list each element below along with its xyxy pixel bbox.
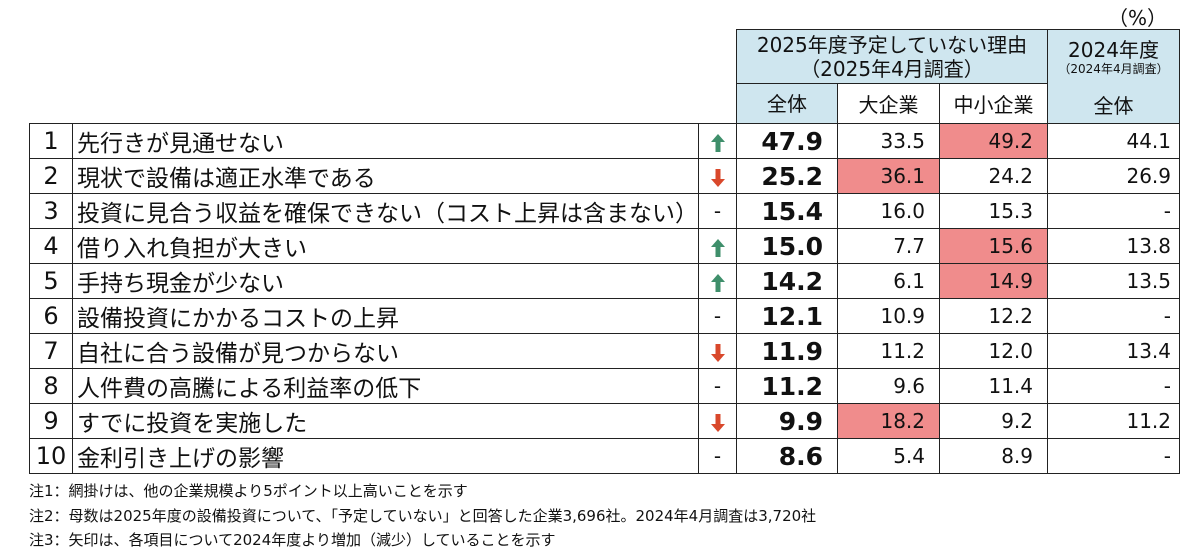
prev-total-value: - [1047, 438, 1180, 474]
total-header: 全体 [736, 83, 838, 124]
group-header-title: 2025年度予定していない理由 [756, 32, 1028, 57]
note-1: 注1：網掛けは、他の企業規模より5ポイント以上高いことを示す [29, 482, 468, 500]
note-2: 注2：母数は2025年度の設備投資について、「予定していない」と回答した企業3,… [29, 506, 817, 525]
total-value: 8.6 [736, 438, 838, 474]
table-row: 1 先行きが見通せない 47.9 33.5 49.2 44.1 [29, 123, 1180, 159]
arrow-down-icon [698, 403, 737, 439]
no-change-cell: - [698, 298, 737, 334]
total-value: 11.9 [736, 333, 838, 369]
prev-total-value: 26.9 [1047, 158, 1180, 194]
reason-cell: 借り入れ負担が大きい [72, 228, 699, 264]
prev-year-title: 2024年度 [1068, 38, 1159, 62]
sme-value: 49.2 [939, 123, 1048, 159]
total-value: 25.2 [736, 158, 838, 194]
arrow-up-icon [698, 263, 737, 299]
rank-cell: 1 [29, 123, 73, 159]
large-value: 7.7 [837, 228, 940, 264]
rank-cell: 7 [29, 333, 73, 369]
table-row: 9 すでに投資を実施した 9.9 18.2 9.2 11.2 [29, 403, 1180, 439]
large-value: 16.0 [837, 193, 940, 229]
prev-total-value: - [1047, 368, 1180, 404]
prev-total-value: 13.4 [1047, 333, 1180, 369]
total-value: 11.2 [736, 368, 838, 404]
note-3: 注3：矢印は、各項目について2024年度より増加（減少）していることを示す [29, 531, 556, 549]
reason-cell: 先行きが見通せない [72, 123, 699, 159]
arrow-down-icon [698, 333, 737, 369]
sme-value: 8.9 [939, 438, 1048, 474]
large-value: 18.2 [837, 403, 940, 439]
prev-year-subtitle: （2024年4月調査） [1058, 62, 1169, 76]
unit-label: （%） [1108, 6, 1168, 30]
prev-total-value: 13.8 [1047, 228, 1180, 264]
sme-value: 15.3 [939, 193, 1048, 229]
rank-cell: 2 [29, 158, 73, 194]
prev-total-value: 44.1 [1047, 123, 1180, 159]
arrow-up-icon [698, 228, 737, 264]
arrow-down-icon [698, 158, 737, 194]
prev-total-header: 全体 [1093, 94, 1134, 118]
sme-value: 12.0 [939, 333, 1048, 369]
reason-cell: 手持ち現金が少ない [72, 263, 699, 299]
total-value: 12.1 [736, 298, 838, 334]
reason-cell: 設備投資にかかるコストの上昇 [72, 298, 699, 334]
no-change-cell: - [698, 438, 737, 474]
sme-value: 9.2 [939, 403, 1048, 439]
rank-cell: 8 [29, 368, 73, 404]
table-row: 10 金利引き上げの影響 -8.6 5.4 8.9- [29, 438, 1180, 474]
rank-cell: 10 [29, 438, 73, 474]
reason-cell: 自社に合う設備が見つからない [72, 333, 699, 369]
reason-cell: すでに投資を実施した [72, 403, 699, 439]
prev-total-value: - [1047, 298, 1180, 334]
prev-year-header: 2024年度 （2024年4月調査） 全体 [1047, 29, 1180, 124]
table-row: 3 投資に見合う収益を確保できない（コスト上昇は含まない） -15.4 16.0 15.… [29, 193, 1180, 229]
reason-cell: 現状で設備は適正水準である [72, 158, 699, 194]
survey-table: 2025年度予定していない理由 （2025年4月調査） 2024年度 （2024… [29, 29, 1180, 474]
total-value: 14.2 [736, 263, 838, 299]
large-value: 5.4 [837, 438, 940, 474]
total-value: 9.9 [736, 403, 838, 439]
arrow-up-icon [698, 123, 737, 159]
large-value: 10.9 [837, 298, 940, 334]
rank-cell: 6 [29, 298, 73, 334]
prev-total-value: 13.5 [1047, 263, 1180, 299]
reason-cell: 金利引き上げの影響 [72, 438, 699, 474]
table-row: 2 現状で設備は適正水準である 25.2 36.1 24.2 26.9 [29, 158, 1180, 194]
large-value: 6.1 [837, 263, 940, 299]
group-header-subtitle: （2025年4月調査） [800, 56, 984, 81]
reason-cell: 人件費の高騰による利益率の低下 [72, 368, 699, 404]
large-value: 9.6 [837, 368, 940, 404]
total-value: 47.9 [736, 123, 838, 159]
no-change-cell: - [698, 193, 737, 229]
sme-value: 24.2 [939, 158, 1048, 194]
no-change-cell: - [698, 368, 737, 404]
table-row: 4 借り入れ負担が大きい 15.0 7.7 15.6 13.8 [29, 228, 1180, 264]
large-header: 大企業 [837, 83, 940, 124]
prev-total-value: - [1047, 193, 1180, 229]
table-row: 8 人件費の高騰による利益率の低下 -11.2 9.6 11.4- [29, 368, 1180, 404]
sme-value: 11.4 [939, 368, 1048, 404]
total-value: 15.0 [736, 228, 838, 264]
rank-cell: 3 [29, 193, 73, 229]
table-row: 6 設備投資にかかるコストの上昇 -12.1 10.9 12.2- [29, 298, 1180, 334]
sme-value: 12.2 [939, 298, 1048, 334]
sme-value: 15.6 [939, 228, 1048, 264]
table-row: 7 自社に合う設備が見つからない 11.9 11.2 12.0 13.4 [29, 333, 1180, 369]
total-value: 15.4 [736, 193, 838, 229]
notes: 注1：網掛けは、他の企業規模より5ポイント以上高いことを示す 注2：母数は202… [29, 479, 816, 553]
large-value: 11.2 [837, 333, 940, 369]
large-value: 36.1 [837, 158, 940, 194]
rank-cell: 4 [29, 228, 73, 264]
group-header: 2025年度予定していない理由 （2025年4月調査） [736, 29, 1048, 84]
table-row: 5 手持ち現金が少ない 14.2 6.1 14.9 13.5 [29, 263, 1180, 299]
large-value: 33.5 [837, 123, 940, 159]
rank-cell: 9 [29, 403, 73, 439]
prev-total-value: 11.2 [1047, 403, 1180, 439]
reason-cell: 投資に見合う収益を確保できない（コスト上昇は含まない） [72, 193, 699, 229]
sme-value: 14.9 [939, 263, 1048, 299]
sme-header: 中小企業 [939, 83, 1048, 124]
blank-corner [29, 29, 737, 124]
rank-cell: 5 [29, 263, 73, 299]
